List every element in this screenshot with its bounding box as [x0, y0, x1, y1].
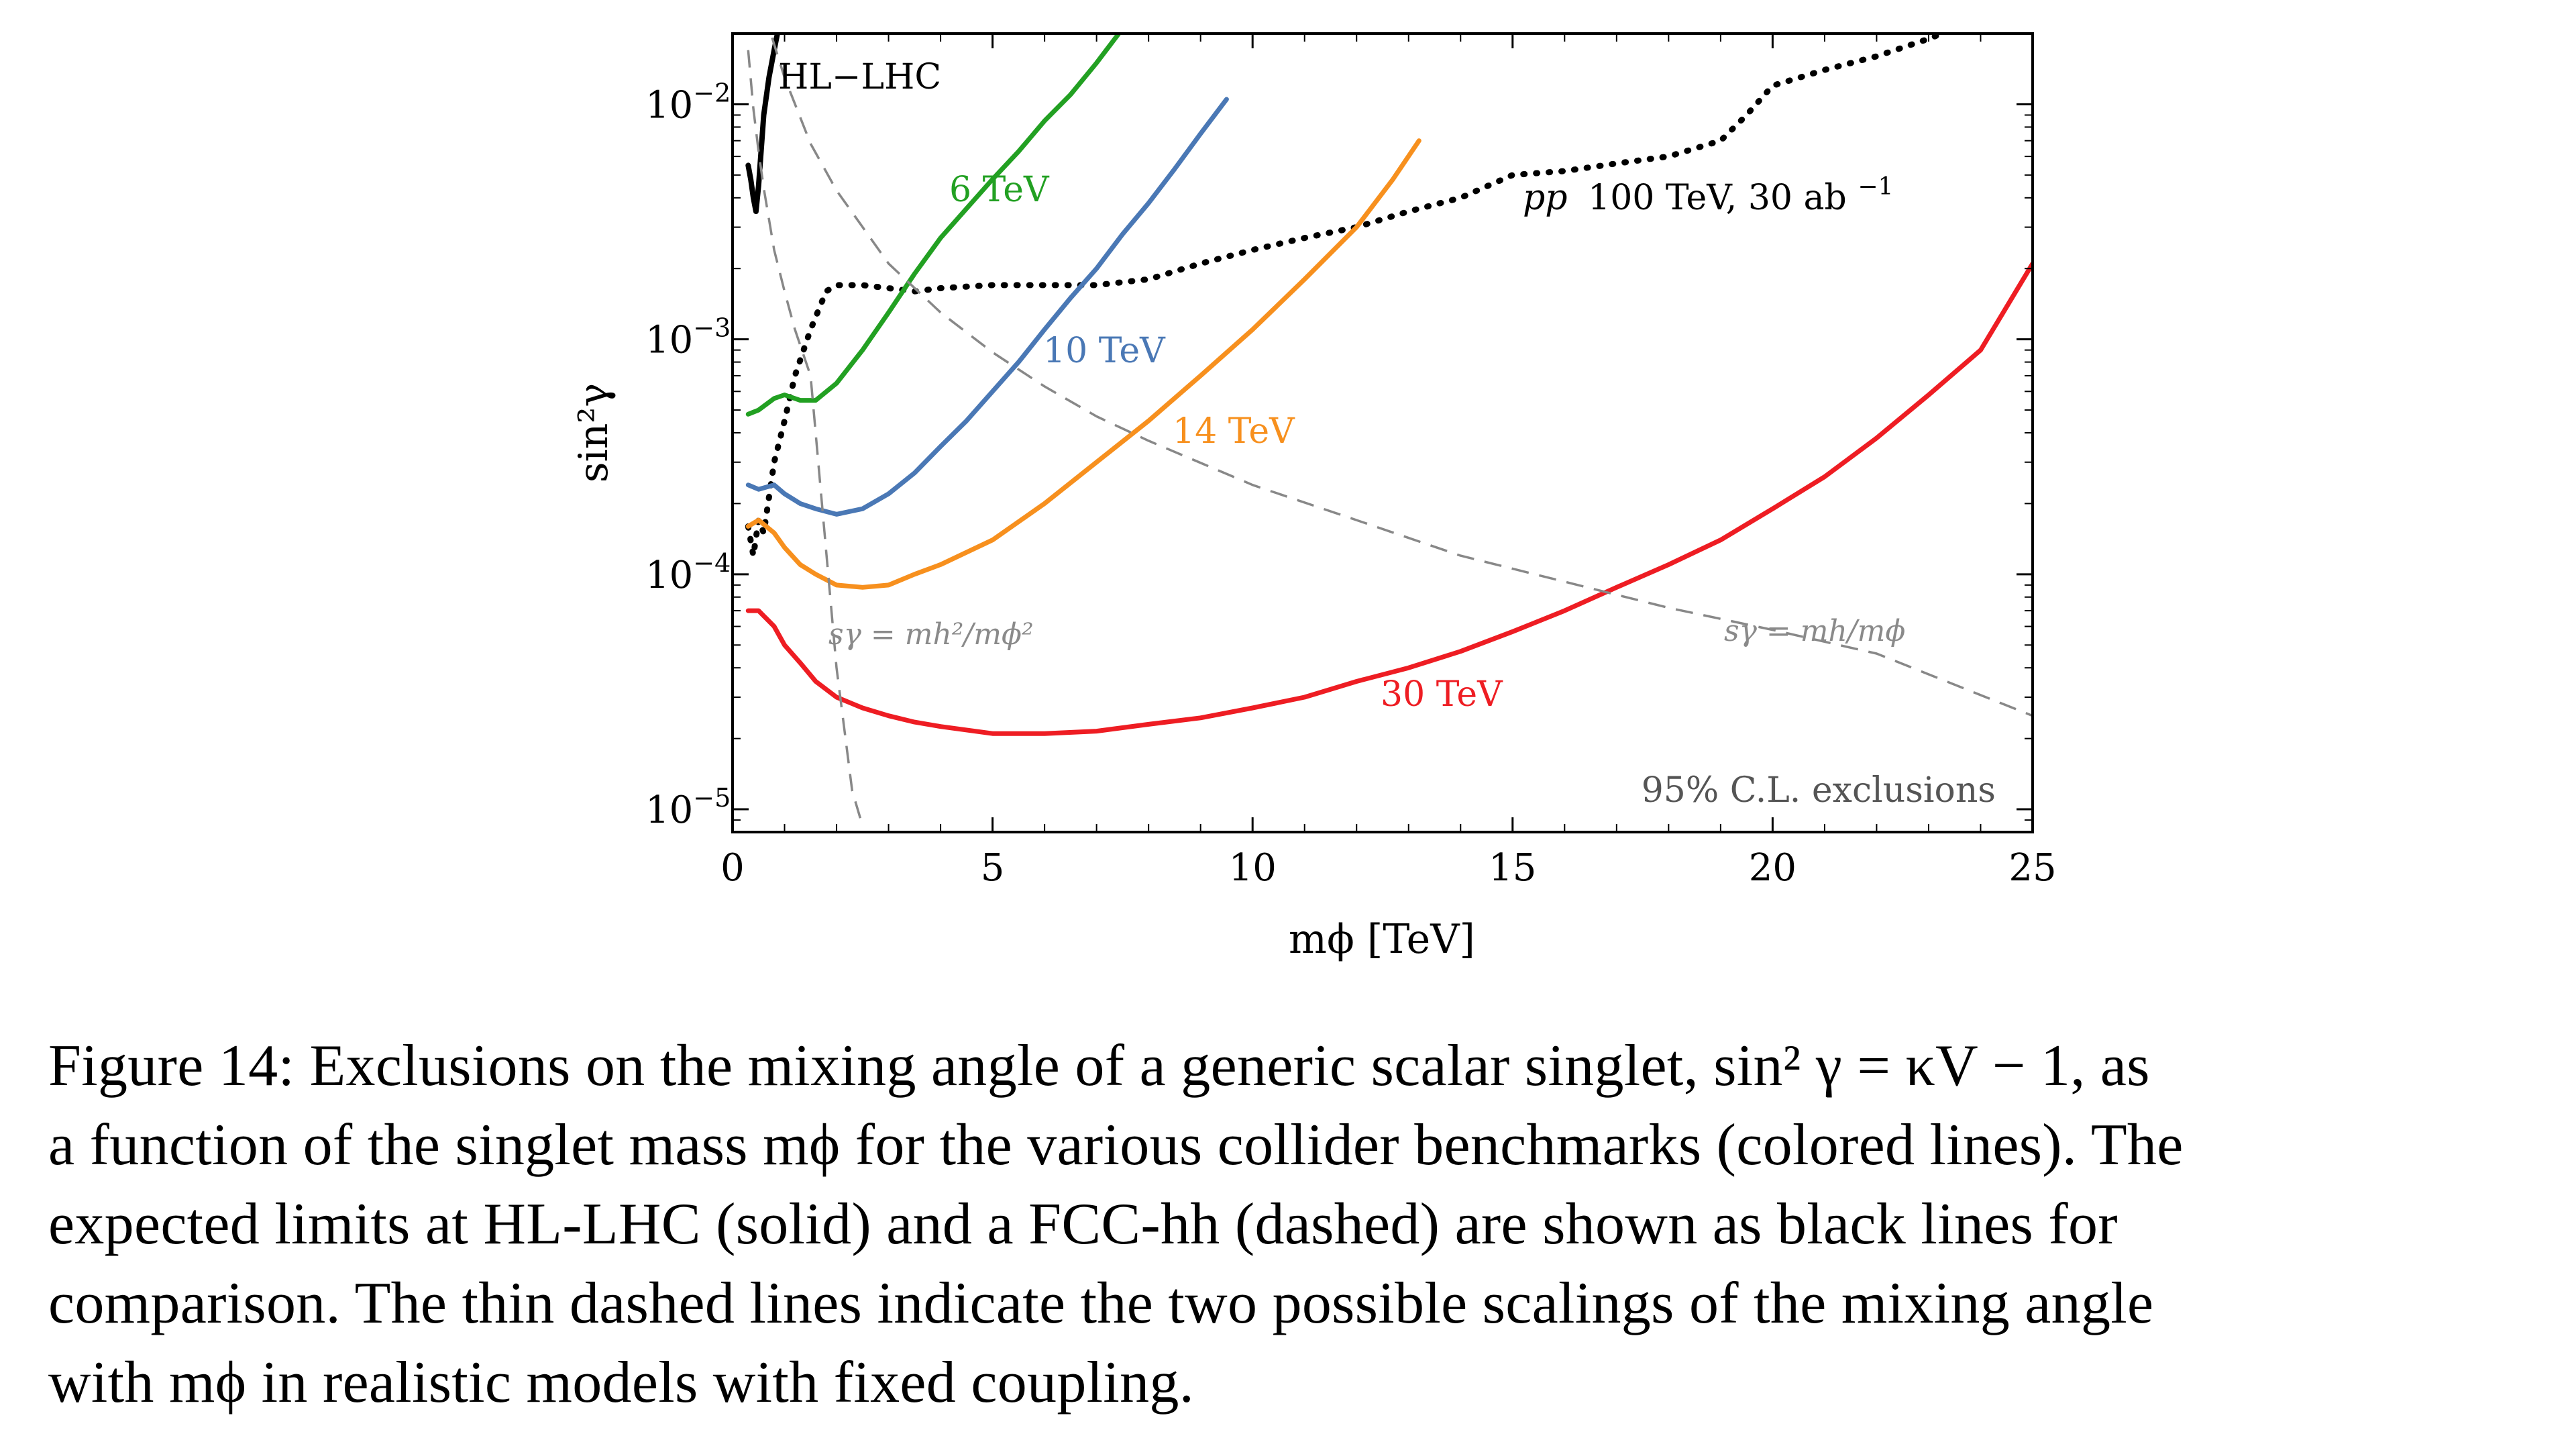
- series-line-6: [747, 50, 864, 827]
- series-line-3: [745, 97, 1229, 517]
- series-line-5: [745, 261, 2033, 736]
- label-pp100: pp 100 TeV, 30 ab −1: [1523, 173, 1893, 218]
- label-scaling-quadratic: sγ = mh²/mϕ²: [828, 617, 1034, 652]
- chart: 0 5 10 15 20 25 10−2 10−3 10−4 10−5 sin²γ mϕ [TeV…: [570, 32, 2057, 963]
- series-line-7: [769, 34, 2033, 717]
- figure-caption: Figure 14: Exclusions on the mixing angl…: [48, 1027, 2530, 1423]
- label-6tev: 6 TeV: [949, 170, 1050, 210]
- caption-line: comparison. The thin dashed lines indica…: [48, 1271, 2154, 1336]
- label-30tev: 30 TeV: [1381, 674, 1503, 715]
- x-tick-label: 25: [2008, 846, 2056, 890]
- label-cl-exclusions: 95% C.L. exclusions: [1642, 770, 1996, 811]
- x-axis-label: mϕ [TeV]: [1289, 916, 1475, 963]
- y-tick-label: 10−5: [645, 783, 731, 832]
- label-scaling-linear: sγ = mh/mϕ: [1724, 614, 1905, 648]
- x-tick-label: 15: [1489, 846, 1536, 890]
- caption-line: expected limits at HL-LHC (solid) and a …: [48, 1192, 2118, 1257]
- series-line-2: [745, 34, 1122, 417]
- caption-line: Figure 14: Exclusions on the mixing angl…: [48, 1033, 2150, 1098]
- series-line-0: [745, 34, 780, 215]
- label-hl-lhc: HL−LHC: [778, 57, 941, 97]
- x-tick-label: 10: [1229, 846, 1277, 890]
- x-tick-label: 0: [720, 846, 745, 890]
- caption-line: with mϕ in realistic models with fixed c…: [48, 1350, 1195, 1415]
- y-axis-label: sin²γ: [570, 383, 617, 483]
- series-layer: [745, 34, 2033, 827]
- y-tick-label: 10−2: [645, 78, 731, 127]
- y-tick-label: 10−4: [645, 548, 731, 597]
- series-line-4: [745, 138, 1421, 590]
- label-10tev: 10 TeV: [1043, 331, 1166, 371]
- y-tick-label: 10−3: [645, 313, 731, 362]
- x-tick-label: 20: [1749, 846, 1796, 890]
- series-line-1: [745, 34, 1951, 559]
- axis-layer: 0 5 10 15 20 25 10−2 10−3 10−4 10−5: [645, 33, 2057, 890]
- figure: 0 5 10 15 20 25 10−2 10−3 10−4 10−5 sin²γ mϕ [TeV…: [570, 32, 2057, 963]
- caption-line: a function of the singlet mass mϕ for th…: [48, 1113, 2184, 1178]
- label-14tev: 14 TeV: [1173, 411, 1295, 452]
- x-tick-label: 5: [981, 846, 1005, 890]
